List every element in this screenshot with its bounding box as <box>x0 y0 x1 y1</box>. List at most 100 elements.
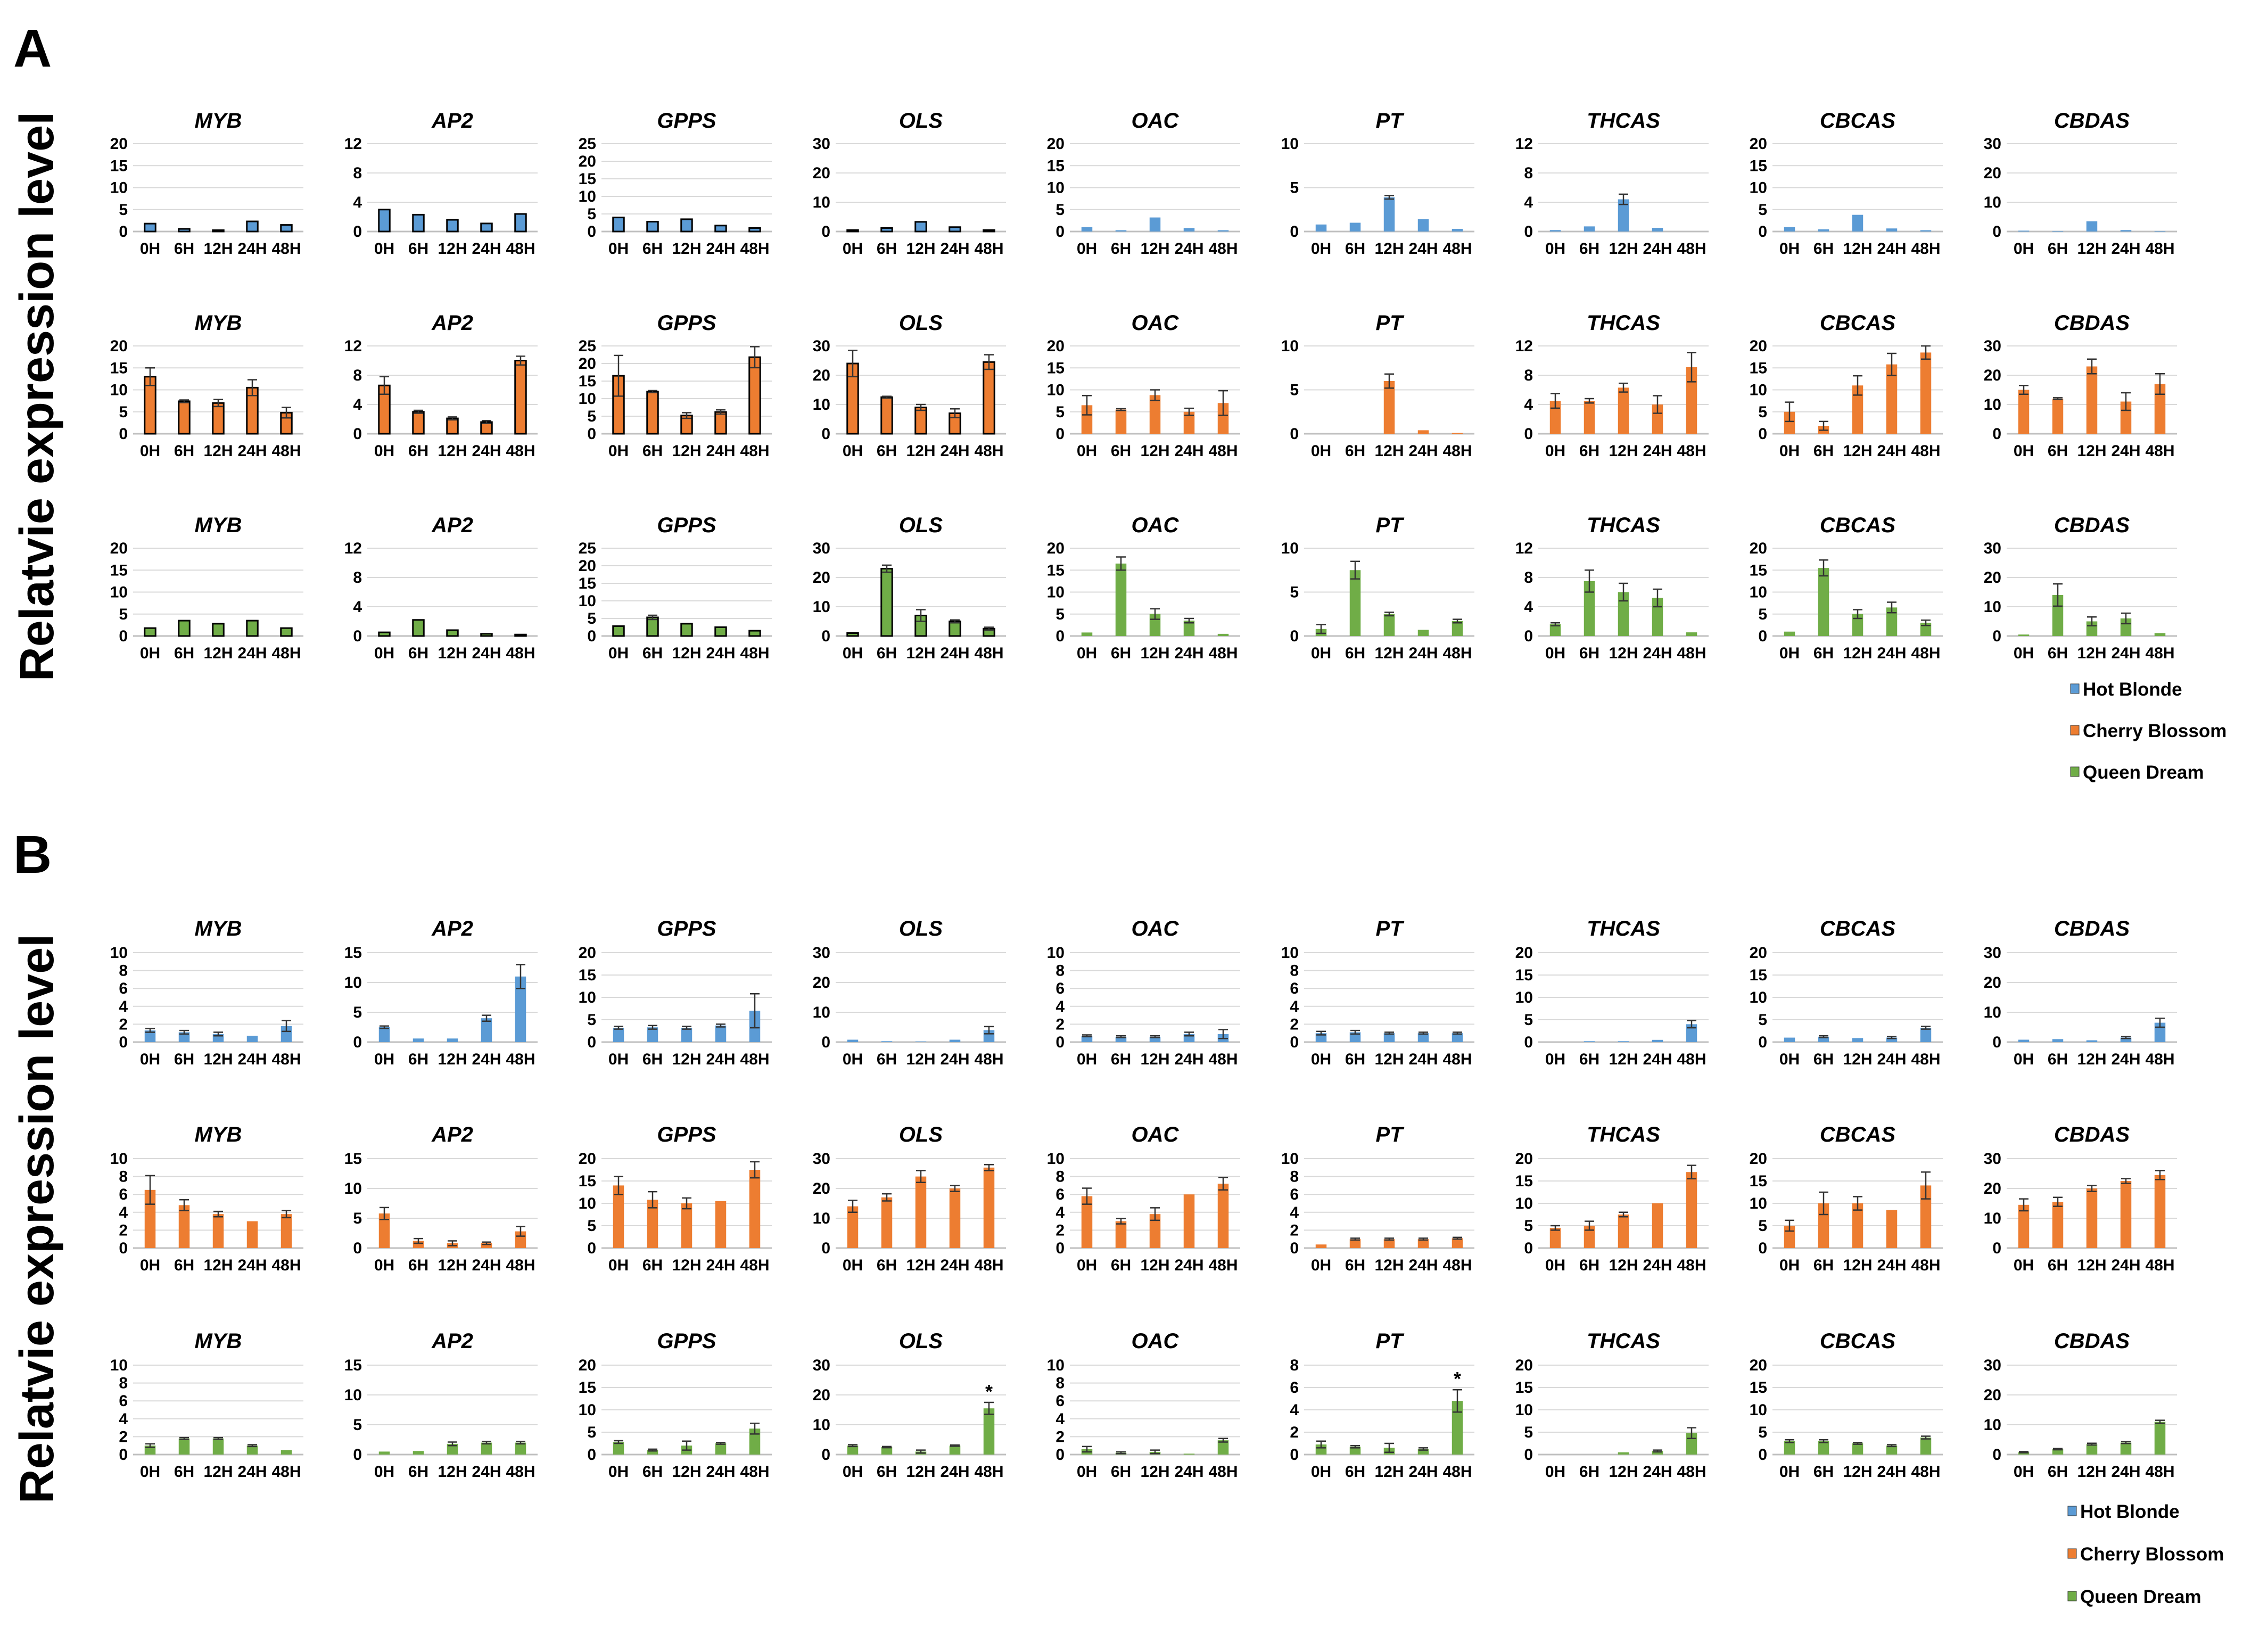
x-tick-label: 24H <box>1408 1051 1438 1068</box>
y-tick-label: 10 <box>110 944 128 962</box>
x-tick-label: 48H <box>1442 1051 1472 1068</box>
chart-title: GPPS <box>657 917 716 940</box>
bar-48h <box>281 1214 292 1248</box>
x-tick-label: 12H <box>1609 1051 1638 1068</box>
y-tick-label: 0 <box>1992 425 2001 443</box>
chart-title: THCAS <box>1587 109 1660 133</box>
y-tick-label: 15 <box>344 1150 362 1168</box>
y-tick-label: 2 <box>1290 1424 1299 1441</box>
x-tick-label: 48H <box>974 1257 1003 1274</box>
chart-a-cbdas-cherry-blossom: CBDAS 0 10 20 30 0H 6H 12H 24H 48H <box>1984 311 2177 460</box>
x-tick-label: 6H <box>1345 1051 1365 1068</box>
y-tick-label: 10 <box>1047 1150 1065 1168</box>
bar-24h <box>949 1446 961 1455</box>
bar-12h <box>446 629 459 637</box>
x-tick-label: 12H <box>672 1257 701 1274</box>
y-tick-label: 0 <box>1055 627 1065 645</box>
bar-6h <box>1349 1032 1361 1042</box>
x-tick-label: 12H <box>1843 645 1872 662</box>
bar-12h <box>1383 197 1395 232</box>
x-tick-label: 24H <box>472 1051 501 1068</box>
x-tick-label: 12H <box>203 645 233 662</box>
y-tick-label: 0 <box>353 1446 362 1464</box>
y-tick-label: 10 <box>110 382 128 399</box>
y-tick-label: 20 <box>579 153 596 170</box>
legend-swatch-queen-dream <box>2067 1591 2077 1601</box>
chart-title: GPPS <box>657 1123 716 1146</box>
bar-24h <box>1886 1446 1898 1455</box>
chart-b-thcas-hot-blonde: THCAS 0 5 10 15 20 0H 6H 12H 24H 48H <box>1515 917 1709 1068</box>
x-tick-label: 6H <box>2048 645 2068 662</box>
x-tick-label: 0H <box>140 1051 160 1068</box>
y-tick-label: 15 <box>579 170 596 188</box>
bar-24h <box>481 1442 492 1455</box>
chart-a-ols-hot-blonde: OLS 0 10 20 30 0H 6H 12H 24H 48H <box>813 109 1006 258</box>
y-tick-label: 12 <box>344 337 362 355</box>
x-tick-label: 0H <box>1311 442 1331 460</box>
x-tick-label: 24H <box>1877 240 1906 258</box>
y-tick-label: 0 <box>1758 425 1767 443</box>
y-tick-label: 0 <box>1290 1034 1299 1051</box>
chart-title: OLS <box>899 917 943 940</box>
x-tick-label: 24H <box>237 1257 267 1274</box>
y-tick-label: 5 <box>587 1217 596 1235</box>
x-tick-label: 6H <box>1111 442 1131 460</box>
bar-24h <box>1886 1037 1898 1042</box>
y-tick-label: 10 <box>1281 1150 1299 1168</box>
bar-12h <box>446 417 459 435</box>
bar-48h <box>983 361 995 435</box>
y-tick-label: 0 <box>587 1034 596 1051</box>
bar-24h <box>1652 1039 1663 1042</box>
x-tick-label: 12H <box>203 1051 233 1068</box>
x-tick-label: 0H <box>2014 1051 2034 1068</box>
bar-12h <box>1618 199 1629 232</box>
x-tick-label: 12H <box>1609 442 1638 460</box>
x-tick-label: 0H <box>1779 1051 1800 1068</box>
bar-48h <box>1920 1028 1932 1042</box>
bar-12h <box>1852 1203 1863 1248</box>
y-tick-label: 20 <box>1750 337 1767 355</box>
bar-24h <box>2120 1181 2132 1248</box>
x-tick-label: 24H <box>1877 1463 1906 1481</box>
y-tick-label: 15 <box>1750 359 1767 377</box>
bar-6h <box>2052 230 2064 232</box>
x-tick-label: 6H <box>1579 1257 1599 1274</box>
bar-48h <box>749 1170 761 1248</box>
x-tick-label: 48H <box>1442 645 1472 662</box>
x-tick-label: 48H <box>740 240 769 258</box>
bar-12h <box>681 1203 692 1248</box>
y-tick-label: 20 <box>1750 135 1767 153</box>
bar-24h <box>715 1025 727 1042</box>
bar-24h <box>480 222 493 233</box>
y-tick-label: 5 <box>1290 382 1299 399</box>
y-tick-label: 30 <box>1984 1150 2001 1168</box>
bar-0h <box>1784 1441 1795 1455</box>
y-tick-label: 6 <box>119 1392 128 1410</box>
chart-a-cbcas-queen-dream: CBCAS 0 5 10 15 20 0H 6H 12H 24H 48H <box>1750 514 1943 662</box>
x-tick-label: 12H <box>1609 645 1638 662</box>
bar-6h <box>646 391 659 435</box>
chart-title: OLS <box>899 311 943 335</box>
x-tick-label: 0H <box>1545 1257 1565 1274</box>
bar-0h <box>612 217 625 233</box>
y-tick-label: 5 <box>353 1210 362 1227</box>
x-tick-label: 24H <box>1174 442 1203 460</box>
x-tick-label: 12H <box>1140 240 1169 258</box>
y-tick-label: 25 <box>579 337 596 355</box>
chart-title: THCAS <box>1587 311 1660 335</box>
x-tick-label: 48H <box>271 1051 301 1068</box>
panel-a-label: A <box>13 19 52 78</box>
y-tick-label: 30 <box>813 1150 830 1168</box>
x-tick-label: 24H <box>940 1257 969 1274</box>
y-tick-label: 20 <box>813 367 830 384</box>
x-tick-label: 24H <box>1408 1257 1438 1274</box>
x-tick-label: 0H <box>1779 442 1800 460</box>
chart-title: THCAS <box>1587 514 1660 537</box>
chart-title: OAC <box>1132 311 1180 335</box>
y-tick-label: 0 <box>1992 627 2001 645</box>
y-tick-label: 30 <box>813 1357 830 1374</box>
x-tick-label: 0H <box>843 1051 863 1068</box>
chart-b-cbdas-hot-blonde: CBDAS 0 10 20 30 0H 6H 12H 24H 48H <box>1984 917 2177 1068</box>
